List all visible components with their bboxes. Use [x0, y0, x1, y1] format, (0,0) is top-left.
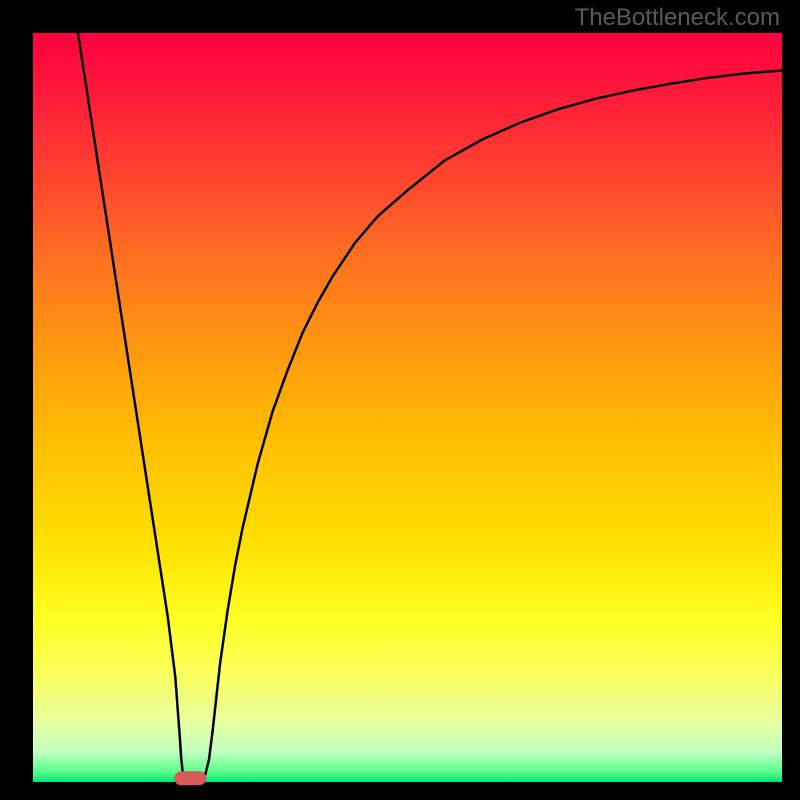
watermark-text: TheBottleneck.com: [575, 4, 780, 32]
curve-svg: [33, 33, 782, 782]
minimum-marker: [175, 772, 206, 785]
bottleneck-curve: [78, 33, 782, 778]
plot-area: [33, 33, 782, 782]
chart-container: TheBottleneck.com: [0, 0, 800, 800]
